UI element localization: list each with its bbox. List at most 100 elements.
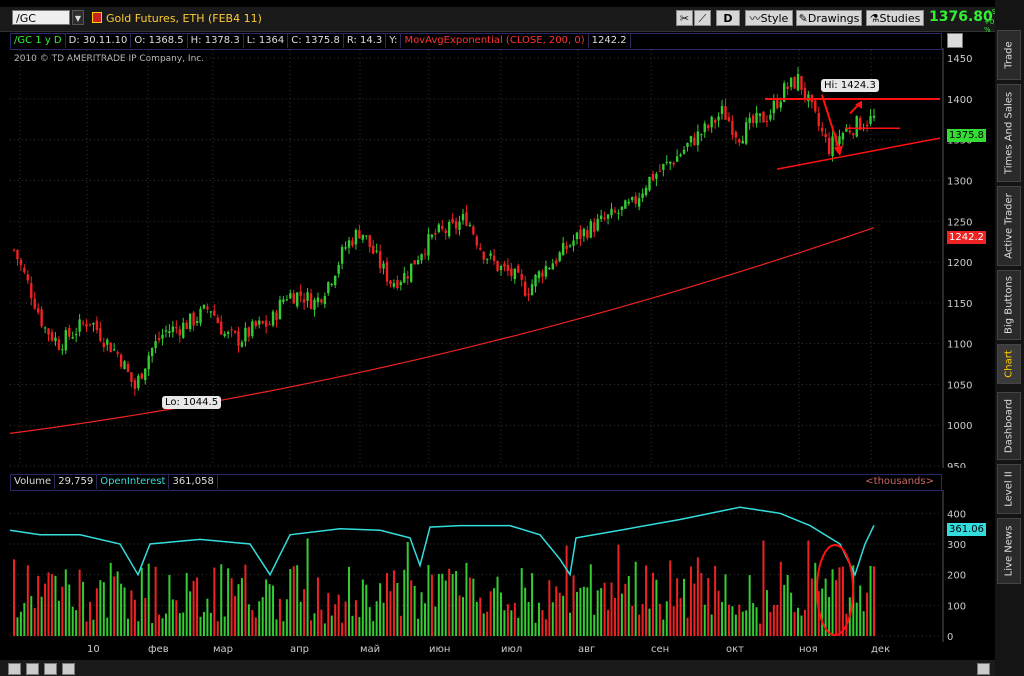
- volume-bar: [748, 575, 751, 636]
- volume-bar: [841, 566, 844, 636]
- candle-body: [327, 282, 330, 294]
- arrow-head: [855, 100, 862, 109]
- volume-bar: [800, 615, 803, 636]
- candle-body: [696, 131, 700, 146]
- volume-bar: [669, 560, 672, 636]
- candle-body: [637, 198, 641, 207]
- volume-chart[interactable]: 400 300 200 100 0: [0, 490, 995, 642]
- volume-bar: [68, 584, 71, 636]
- maximize-chart-icon[interactable]: [947, 33, 963, 48]
- studies-label: Studies: [879, 12, 921, 25]
- volume-bar: [548, 580, 551, 636]
- candle-body: [12, 249, 16, 251]
- volume-bar: [524, 587, 527, 636]
- style-button[interactable]: 〰Style: [745, 10, 793, 26]
- volume-label[interactable]: Volume: [11, 475, 56, 489]
- candle-body: [513, 268, 517, 280]
- zoom-out-icon[interactable]: [44, 663, 57, 675]
- candle-body: [610, 208, 613, 216]
- tab-times-and-sales[interactable]: Times And Sales: [997, 84, 1021, 182]
- candle-body: [579, 229, 582, 240]
- volume-bar: [562, 595, 565, 636]
- time-axis: 10 фев мар апр май июн июл авг сен окт н…: [0, 644, 945, 658]
- zoom-in-icon[interactable]: [62, 663, 75, 675]
- trendline-annotations[interactable]: [765, 94, 941, 170]
- candle-body: [703, 123, 706, 133]
- candle-body: [144, 368, 147, 381]
- tab-active-trader[interactable]: Active Trader: [997, 186, 1021, 266]
- volume-bar: [265, 579, 268, 636]
- open-interest-label[interactable]: OpenInterest: [97, 475, 170, 489]
- period-button[interactable]: D: [716, 10, 740, 26]
- drawing-tool-icon[interactable]: ⟋: [694, 10, 711, 26]
- candle-body: [700, 134, 703, 136]
- study-name[interactable]: MovAvgExponential (CLOSE, 200, 0): [401, 34, 589, 48]
- price-chart[interactable]: 1450140013501300125012001150110010501000…: [0, 48, 995, 468]
- volume-bar: [776, 604, 779, 636]
- candle-body: [517, 265, 520, 273]
- moving-average-line: [9, 227, 875, 434]
- symbol-input[interactable]: /GC: [12, 10, 70, 25]
- volume-bar: [493, 588, 496, 636]
- title-bar: /GC ▼ Gold Futures, ETH (FEB4 11) ✂ ⟋ D …: [0, 7, 1007, 34]
- candle-body: [130, 372, 133, 382]
- volume-bar: [13, 559, 15, 636]
- volume-bar: [130, 590, 133, 636]
- candle-body: [707, 125, 710, 129]
- candle-body: [382, 263, 385, 269]
- crosshair-tool-icon[interactable]: ✂: [676, 10, 693, 26]
- candle-body: [403, 272, 406, 283]
- scroll-left-icon[interactable]: [8, 663, 21, 675]
- volume-bar: [558, 592, 561, 636]
- zoom-icon[interactable]: [26, 663, 39, 675]
- volume-tick-label: 100: [947, 601, 966, 612]
- tab-live-news[interactable]: Live News: [997, 518, 1021, 584]
- high-label: Hi: 1424.3: [821, 79, 879, 92]
- candle-body: [109, 342, 112, 353]
- volume-bar: [354, 600, 357, 636]
- candle-body: [596, 218, 599, 231]
- volume-bar: [700, 572, 703, 636]
- candle-body: [772, 100, 776, 114]
- symbol-flag-icon[interactable]: [92, 12, 102, 23]
- candle-body: [344, 247, 347, 249]
- candle-body: [33, 298, 36, 309]
- candle-body: [441, 225, 444, 229]
- volume-bar: [334, 604, 337, 636]
- candle-body: [447, 222, 451, 237]
- volume-bar: [82, 581, 85, 636]
- volume-bar: [762, 540, 765, 636]
- tab-big-buttons[interactable]: Big Buttons: [997, 270, 1021, 340]
- studies-icon: ⚗: [869, 12, 880, 25]
- volume-bar: [551, 602, 554, 636]
- price-tick-label: 1300: [947, 177, 972, 188]
- candle-body: [631, 197, 634, 201]
- candle-body: [613, 210, 617, 213]
- studies-button[interactable]: ⚗Studies: [866, 10, 924, 26]
- volume-bar: [237, 584, 240, 636]
- volume-bar: [482, 613, 485, 636]
- volume-bar: [199, 616, 202, 636]
- volume-bar: [292, 566, 295, 636]
- symbol-period[interactable]: /GC 1 y D: [11, 34, 66, 48]
- candle-body: [624, 200, 627, 209]
- candle-body: [92, 323, 95, 325]
- support-trendline: [776, 137, 941, 170]
- candle-body: [226, 332, 230, 334]
- drawings-button[interactable]: ✎Drawings: [796, 10, 862, 26]
- symbol-dropdown-icon[interactable]: ▼: [72, 10, 84, 25]
- tab-dashboard[interactable]: Dashboard: [997, 392, 1021, 460]
- candle-body: [199, 308, 202, 324]
- tab-level-ii[interactable]: Level II: [997, 464, 1021, 514]
- volume-bar: [520, 568, 523, 636]
- volume-bar: [448, 568, 451, 636]
- scroll-right-icon[interactable]: [977, 663, 990, 675]
- tab-chart[interactable]: Chart: [997, 344, 1021, 384]
- volume-bar: [790, 592, 793, 636]
- candle-body: [413, 260, 416, 265]
- volume-bar: [348, 566, 351, 636]
- volume-bar: [534, 622, 537, 636]
- candle-body: [496, 260, 499, 272]
- candle-body: [106, 339, 109, 345]
- tab-trade[interactable]: Trade: [997, 30, 1021, 80]
